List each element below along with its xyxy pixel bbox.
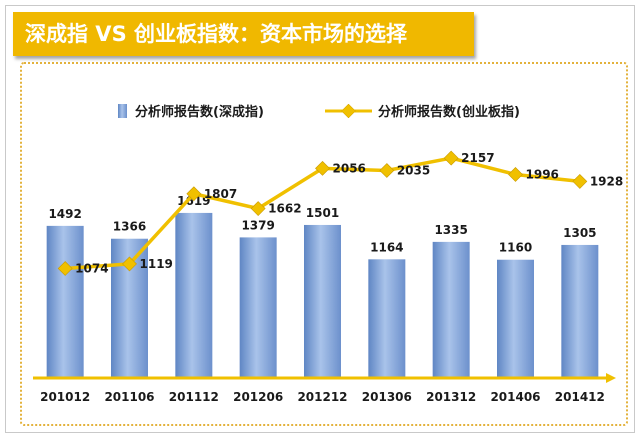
bar-label-201206: 1379 bbox=[241, 218, 274, 232]
line-marker-201306 bbox=[379, 163, 395, 178]
line-marker-201412 bbox=[572, 173, 588, 189]
legend-bar-swatch bbox=[118, 104, 127, 118]
title-banner: 深成指 VS 创业板指数：资本市场的选择 bbox=[13, 12, 474, 56]
bar-label-201106: 1366 bbox=[113, 220, 146, 234]
x-tick-201012: 201012 bbox=[40, 390, 90, 404]
bar-label-201306: 1164 bbox=[370, 240, 403, 254]
line-marker-201106 bbox=[122, 256, 137, 272]
x-tick-201412: 201412 bbox=[555, 390, 605, 404]
x-tick-201306: 201306 bbox=[362, 390, 412, 404]
line-label-201212: 2056 bbox=[333, 161, 366, 175]
bar-201306 bbox=[368, 259, 406, 378]
bar-201406 bbox=[497, 259, 534, 378]
line-marker-201312 bbox=[443, 150, 459, 166]
line-marker-201406 bbox=[508, 167, 523, 182]
bar-label-201212: 1501 bbox=[306, 206, 339, 220]
x-tick-201212: 201212 bbox=[297, 390, 347, 404]
x-tick-201406: 201406 bbox=[490, 390, 540, 404]
bar-label-201412: 1305 bbox=[563, 226, 596, 240]
line-label-201112: 1807 bbox=[204, 187, 237, 201]
x-tick-201206: 201206 bbox=[233, 390, 283, 404]
bar-201212 bbox=[304, 224, 341, 378]
bar-label-201312: 1335 bbox=[434, 223, 467, 237]
page-title: 深成指 VS 创业板指数：资本市场的选择 bbox=[25, 22, 407, 46]
x-tick-201106: 201106 bbox=[104, 390, 154, 404]
bar-label-201406: 1160 bbox=[499, 241, 532, 255]
line-marker-201206 bbox=[250, 201, 266, 216]
x-axis-arrow bbox=[606, 373, 616, 383]
bar-201112 bbox=[175, 212, 213, 378]
bar-201412 bbox=[561, 244, 599, 378]
x-tick-201312: 201312 bbox=[426, 390, 476, 404]
line-label-201412: 1928 bbox=[590, 174, 623, 188]
line-label-201012: 1074 bbox=[75, 261, 108, 275]
legend-marker-swatch bbox=[341, 103, 356, 119]
legend: 分析师报告数(深成指) 分析师报告数(创业板指) bbox=[118, 103, 520, 120]
x-tick-201112: 201112 bbox=[169, 390, 219, 404]
line-marker-201012 bbox=[57, 261, 73, 276]
line-label-201306: 2035 bbox=[397, 164, 430, 178]
legend-label-line: 分析师报告数(创业板指) bbox=[378, 104, 520, 120]
line-marker-201212 bbox=[315, 160, 330, 176]
line-label-201106: 1119 bbox=[140, 257, 173, 271]
bar-201012 bbox=[46, 225, 84, 378]
legend-label-bar: 分析师报告数(深成指) bbox=[135, 104, 264, 120]
bar-201206 bbox=[239, 237, 277, 378]
line-label-201206: 1662 bbox=[268, 202, 301, 216]
line-label-201312: 2157 bbox=[461, 151, 494, 165]
chart-border bbox=[20, 62, 628, 426]
bar-label-201012: 1492 bbox=[48, 207, 81, 221]
bar-201312 bbox=[432, 241, 470, 378]
line-label-201406: 1996 bbox=[526, 167, 559, 181]
line-marker-201112 bbox=[186, 186, 202, 202]
